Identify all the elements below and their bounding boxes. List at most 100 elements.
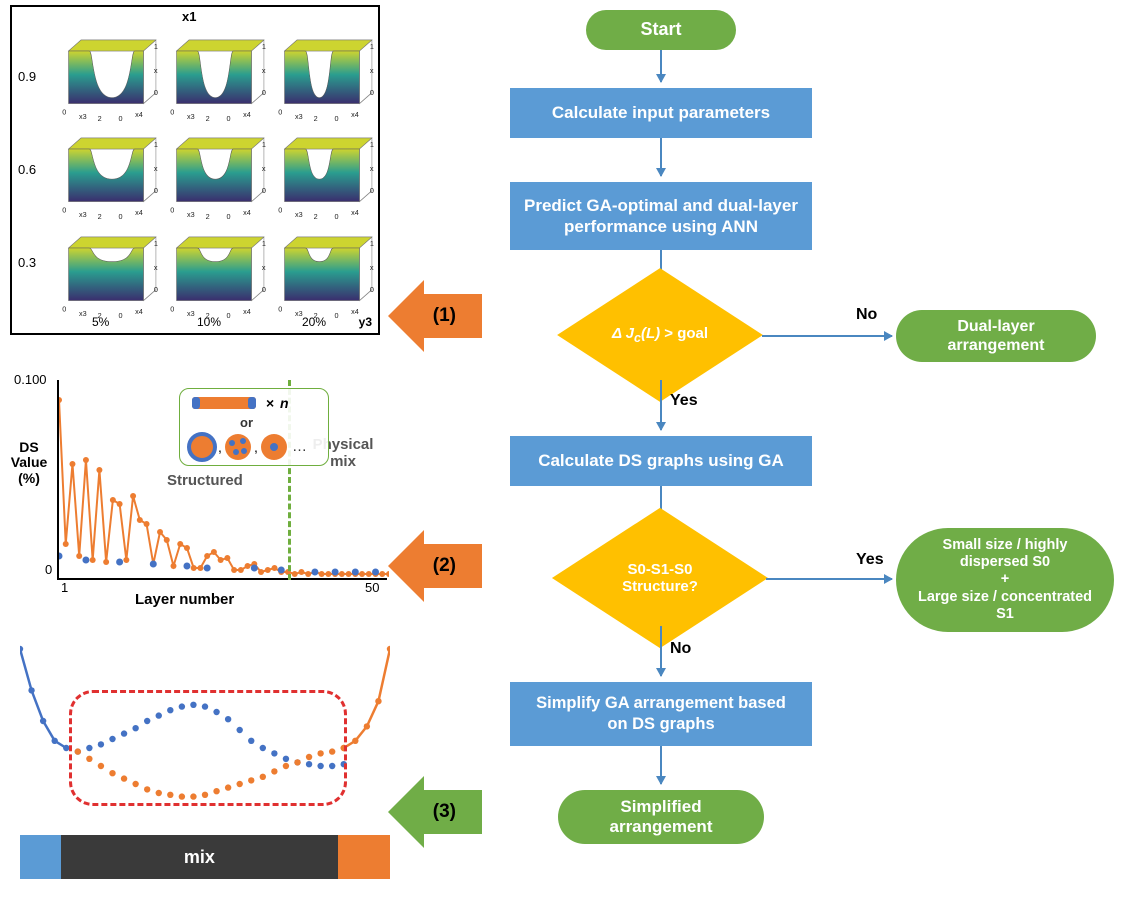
arrow3-label: (3)	[433, 801, 456, 823]
panel1-cell: 0 x3 2 0 x4 1 x2 0	[54, 226, 158, 320]
panel1-cell: 0 x3 2 0 x4 1 x2 0	[162, 226, 266, 320]
panel3-simplified: mix	[20, 640, 390, 885]
svg-text:x2: x2	[154, 263, 158, 272]
svg-text:1: 1	[154, 42, 158, 51]
fc-arrow	[660, 746, 662, 784]
svg-text:x4: x4	[351, 208, 359, 217]
svg-text:x4: x4	[243, 110, 251, 119]
svg-text:2: 2	[98, 311, 102, 320]
svg-text:0: 0	[370, 88, 374, 97]
svg-text:0: 0	[262, 186, 266, 195]
svg-text:0: 0	[226, 311, 230, 320]
panel1-surface-grid: x1 0.9 0.6 0.3 5% 10% 20% y3 0 x3 2 0 x4…	[10, 5, 380, 335]
fc-arrow	[660, 50, 662, 82]
fc-step1-label: Calculate input parameters	[552, 102, 770, 123]
svg-text:n: n	[280, 395, 289, 411]
svg-text:0: 0	[154, 285, 158, 294]
fc-arrow	[660, 380, 662, 430]
fc-step3-label: Calculate DS graphs using GA	[538, 450, 784, 471]
fc-step4-label: Simplify GA arrangement based on DS grap…	[524, 693, 798, 734]
fc-step2-label: Predict GA-optimal and dual-layer perfor…	[524, 195, 798, 238]
panel2-ds-chart: DSValue(%) 0.100 0 1 50 Structured Physi…	[5, 380, 390, 605]
svg-text:0: 0	[154, 186, 158, 195]
svg-text:0: 0	[62, 206, 66, 215]
svg-text:1: 1	[370, 42, 374, 51]
svg-text:1: 1	[370, 140, 374, 149]
panel1-cell: 0 x3 2 0 x4 1 x2 0	[54, 29, 158, 123]
panel1-ytick: 0.3	[18, 255, 36, 270]
svg-text:x3: x3	[187, 210, 195, 219]
svg-text:x3: x3	[187, 309, 195, 318]
fc-start: Start	[586, 10, 736, 50]
svg-text:2: 2	[206, 212, 210, 221]
p2-xtick: 50	[365, 580, 379, 595]
svg-text:0: 0	[226, 114, 230, 123]
svg-text:x3: x3	[187, 112, 195, 121]
svg-text:0: 0	[62, 304, 66, 313]
svg-text:x2: x2	[370, 66, 374, 75]
arrow2-label: (2)	[433, 555, 456, 577]
svg-text:x2: x2	[370, 263, 374, 272]
svg-text:x3: x3	[295, 112, 303, 121]
panel1-x1-label: x1	[182, 9, 196, 24]
svg-text:0: 0	[118, 311, 122, 320]
svg-text:0: 0	[370, 285, 374, 294]
svg-text:0: 0	[334, 212, 338, 221]
svg-text:x2: x2	[262, 263, 266, 272]
svg-text:…: …	[292, 438, 307, 455]
svg-text:0: 0	[226, 212, 230, 221]
svg-text:,: ,	[254, 439, 258, 455]
svg-text:x2: x2	[370, 164, 374, 173]
fc-out1-label: Dual-layer arrangement	[910, 317, 1082, 355]
p3-dashbox	[69, 690, 348, 805]
svg-text:0: 0	[278, 206, 282, 215]
svg-text:x4: x4	[351, 110, 359, 119]
svg-text:0: 0	[278, 107, 282, 116]
svg-text:x4: x4	[135, 307, 143, 316]
panel1-cell: 0 x3 2 0 x4 1 x2 0	[270, 226, 374, 320]
fc-step1: Calculate input parameters	[510, 88, 812, 138]
svg-text:2: 2	[314, 114, 318, 123]
svg-text:1: 1	[262, 238, 266, 247]
svg-text:2: 2	[98, 212, 102, 221]
svg-text:2: 2	[206, 311, 210, 320]
p2-region-left: Structured	[167, 472, 243, 489]
panel1-cell: 0 x3 2 0 x4 1 x2 0	[54, 127, 158, 221]
svg-text:×: ×	[266, 395, 274, 411]
svg-text:x3: x3	[79, 112, 87, 121]
svg-text:x2: x2	[262, 164, 266, 173]
fc-end-label: Simplified arrangement	[572, 797, 750, 838]
svg-text:1: 1	[370, 238, 374, 247]
svg-text:,: ,	[218, 439, 222, 455]
svg-text:1: 1	[154, 140, 158, 149]
fc-dec1: Δ Jc(L) > goal	[554, 290, 766, 380]
fc-step2: Predict GA-optimal and dual-layer perfor…	[510, 182, 812, 250]
svg-text:0: 0	[370, 186, 374, 195]
svg-text:x3: x3	[295, 309, 303, 318]
block-arrow-1: (1)	[388, 280, 482, 352]
fc-out2-label: Small size / highly dispersed S0 + Large…	[910, 537, 1100, 624]
panel1-cell: 0 x3 2 0 x4 1 x2 0	[270, 29, 374, 123]
p2-ytick: 0	[45, 562, 52, 577]
svg-text:x4: x4	[243, 307, 251, 316]
svg-text:x2: x2	[154, 164, 158, 173]
p2-inset: × n or , , …	[179, 388, 329, 466]
fc-dec2-yes-label: Yes	[856, 551, 884, 569]
fc-step3: Calculate DS graphs using GA	[510, 436, 812, 486]
svg-text:2: 2	[206, 114, 210, 123]
svg-text:0: 0	[262, 88, 266, 97]
svg-text:0: 0	[262, 285, 266, 294]
svg-text:2: 2	[314, 212, 318, 221]
panel1-cell: 0 x3 2 0 x4 1 x2 0	[162, 127, 266, 221]
p3-bar: mix	[20, 835, 390, 879]
svg-text:0: 0	[62, 107, 66, 116]
fc-dec1-yes-label: Yes	[670, 392, 698, 410]
fc-out1: Dual-layer arrangement	[896, 310, 1096, 362]
panel1-cell: 0 x3 2 0 x4 1 x2 0	[270, 127, 374, 221]
svg-text:0: 0	[278, 304, 282, 313]
fc-dec1-no-label: No	[856, 306, 877, 324]
svg-text:0: 0	[334, 114, 338, 123]
fc-arrow	[660, 138, 662, 176]
svg-text:x3: x3	[79, 210, 87, 219]
arrow1-label: (1)	[433, 305, 456, 327]
